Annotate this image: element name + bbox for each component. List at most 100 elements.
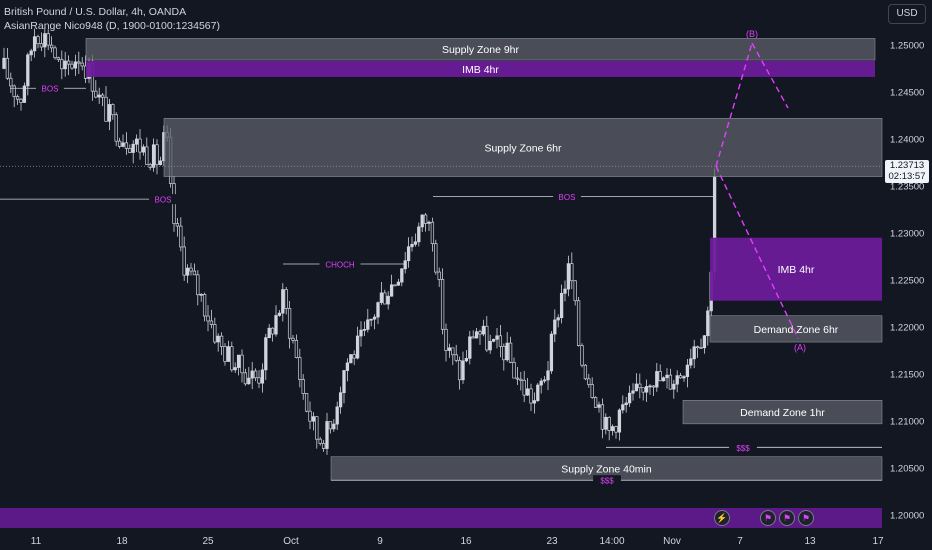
candle-body <box>355 335 360 359</box>
candle-body <box>641 387 645 393</box>
candle-body <box>376 302 380 318</box>
candle-body <box>233 367 237 371</box>
candle-body <box>236 354 241 368</box>
candle-body <box>294 339 299 358</box>
candle-body <box>542 379 547 382</box>
candle-body <box>117 140 122 147</box>
candle-body <box>226 346 231 362</box>
candle-body <box>155 144 159 166</box>
candle-body <box>63 60 67 70</box>
candle-body <box>308 410 312 422</box>
candle-body <box>15 96 20 100</box>
candle-body <box>706 310 710 337</box>
candle-body <box>202 293 207 317</box>
candle-body <box>9 77 13 87</box>
candle-body <box>287 308 292 339</box>
zone-gray[interactable] <box>163 118 883 177</box>
candle-body <box>413 241 418 245</box>
y-tick-label: 1.21500 <box>890 370 924 381</box>
candle-body <box>29 50 33 56</box>
candle-body <box>148 164 152 168</box>
candle-body <box>318 438 322 444</box>
candle-body <box>478 331 482 335</box>
candle-body <box>250 370 254 379</box>
x-tick-label: 16 <box>460 536 472 547</box>
candle-body <box>624 402 628 406</box>
zone-purple[interactable] <box>86 60 875 77</box>
candle-body <box>185 267 190 276</box>
flag-icon[interactable]: ⚑ <box>779 510 795 526</box>
candle-body <box>342 370 346 394</box>
x-tick-label: 13 <box>804 536 816 547</box>
zone-label: Supply Zone 6hr <box>484 142 562 154</box>
structure-label: $$$ <box>600 477 614 486</box>
candle-body <box>461 360 465 381</box>
symbol-title[interactable]: British Pound / U.S. Dollar, 4h, OANDA <box>4 6 187 18</box>
candle-body <box>100 94 105 98</box>
candle-body <box>359 329 363 337</box>
zone-gray[interactable] <box>85 38 876 61</box>
candle-body <box>440 279 445 330</box>
candle-body <box>366 319 370 330</box>
candle-body <box>230 346 234 371</box>
candle-body <box>396 281 401 286</box>
candle-body <box>73 61 78 69</box>
projection-label: (B) <box>746 29 758 39</box>
currency-button[interactable]: USD <box>888 4 926 24</box>
candle-body <box>447 347 452 351</box>
candle-body <box>423 214 428 224</box>
zone-purple[interactable] <box>710 237 882 301</box>
y-tick-label: 1.24500 <box>890 88 924 99</box>
annotation-bg <box>593 475 621 486</box>
candle-body <box>437 271 441 280</box>
candle-body <box>498 335 503 347</box>
candle-body <box>325 421 329 449</box>
candle-body <box>94 90 98 98</box>
candle-body <box>104 96 108 122</box>
annotation-bg <box>729 442 757 453</box>
candle-body <box>488 340 492 351</box>
candle-body <box>389 284 394 297</box>
candle-body <box>600 404 605 430</box>
candle-body <box>549 333 554 372</box>
candle-body <box>240 354 244 374</box>
candle-body <box>512 362 516 379</box>
candle-body <box>216 335 220 343</box>
zone-gray[interactable] <box>709 315 883 343</box>
candle-body <box>213 324 217 343</box>
candle-body <box>689 358 693 366</box>
candle-body <box>454 354 458 361</box>
candle-body <box>209 320 214 325</box>
candle-body <box>529 388 533 404</box>
flag-icon[interactable]: ⚑ <box>760 510 776 526</box>
lightning-icon[interactable]: ⚡ <box>714 510 730 526</box>
indicator-label[interactable]: AsianRange Nico948 (D, 1900-0100:1234567… <box>4 20 220 32</box>
zone-label: IMB 4hr <box>778 264 815 276</box>
candle-body <box>141 146 146 153</box>
projection-leg <box>751 42 789 109</box>
candle-body <box>627 392 632 404</box>
projection-label: (A) <box>794 342 806 352</box>
candle-body <box>631 390 635 394</box>
candle-body <box>451 347 455 356</box>
candle-body <box>206 315 210 322</box>
candle-body <box>566 263 571 290</box>
last-price-value: 1.23713 <box>889 160 925 171</box>
candle-body <box>182 246 186 276</box>
candle-body <box>386 295 390 305</box>
flag-icon[interactable]: ⚑ <box>798 510 814 526</box>
candle-body <box>556 317 560 321</box>
candle-body <box>559 292 564 319</box>
candle-body <box>247 377 251 385</box>
candle-body <box>22 85 27 103</box>
y-tick-label: 1.24000 <box>890 135 924 146</box>
candle-body <box>634 383 639 392</box>
candle-body <box>345 362 350 371</box>
candle-body <box>580 345 584 366</box>
structure-label: $$$ <box>736 444 750 453</box>
zone-gray[interactable] <box>682 400 883 425</box>
annotation-bg <box>553 191 581 202</box>
x-tick-label: 11 <box>31 536 42 547</box>
candle-body <box>515 377 520 380</box>
